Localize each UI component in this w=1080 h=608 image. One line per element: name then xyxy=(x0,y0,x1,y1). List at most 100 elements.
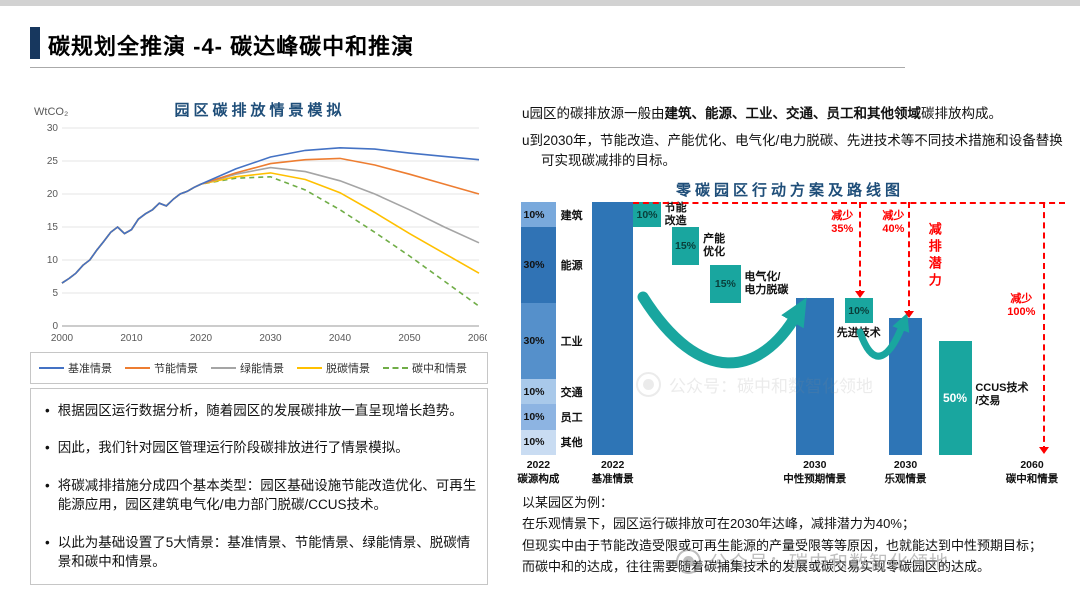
waterfall-step-label: 产能 优化 xyxy=(703,233,726,259)
svg-text:30: 30 xyxy=(47,123,59,134)
note-line: 但现实中由于节能改造受限或可再生能源的产量受限等等原因，也就能达到中性预期目标； xyxy=(522,537,1043,553)
roadmap-axis-label: 2060 碳中和情景 xyxy=(1005,459,1059,485)
bullet-text: 到2030年，节能改造、产能优化、电气化/电力脱碳、先进技术等不同技术措施和设备… xyxy=(529,133,1063,168)
svg-text:15: 15 xyxy=(47,222,59,233)
example-notes: 以某园区为例： 在乐观情景下，园区运行碳排放可在2030年达峰，减排潜力为40%… xyxy=(522,492,1072,578)
title-accent-bar xyxy=(30,27,40,59)
watermark-text: 公众号：碳中和数智化领地 xyxy=(669,377,873,396)
reduction-measures-bullet: u到2030年，节能改造、产能优化、电气化/电力脱碳、先进技术等不同技术措施和设… xyxy=(522,131,1067,170)
waterfall-step-label: 电气化/电力脱碳 xyxy=(744,271,789,297)
legend-label: 碳中和情景 xyxy=(412,363,467,375)
legend-label: 节能情景 xyxy=(154,363,198,375)
analysis-bullet: • 根据园区运行数据分析，随着园区的发展碳排放一直呈现增长趋势。 xyxy=(41,401,477,421)
roadmap-axis-label: 2030 乐观情景 xyxy=(884,459,927,485)
bullet-text-bold: 建筑、能源、工业、交通、员工和其他领域 xyxy=(664,106,922,121)
note-line: 以某园区为例： xyxy=(522,495,614,510)
svg-text:2060: 2060 xyxy=(468,333,487,344)
stack-segment-label: 建筑 xyxy=(560,209,583,222)
watermark-logo-icon xyxy=(636,372,661,397)
reduction-drop-arrow xyxy=(854,202,865,298)
roadmap-xlabels: 2022 碳源构成 2022 基准情景 2030 中性预期情景 2030 乐观情景 2060 碳中… xyxy=(515,459,1065,489)
measures-to-neutral-arrow xyxy=(637,291,807,369)
note-line: 在乐观情景下，园区运行碳排放可在2030年达峰，减排潜力为40%； xyxy=(522,516,915,532)
svg-text:2050: 2050 xyxy=(398,333,421,344)
stack-segment-label: 工业 xyxy=(560,336,583,349)
svg-text:2010: 2010 xyxy=(120,333,143,344)
stack-segment: 10% xyxy=(520,379,557,405)
legend-item: 基准情景 xyxy=(39,360,112,376)
reduction-label: 减少 35% xyxy=(831,209,854,235)
bullet-text: 园区的碳排放源一般由 xyxy=(529,106,665,121)
stack-segment-label: 能源 xyxy=(560,260,583,273)
roadmap-axis-label: 2022 碳源构成 xyxy=(517,459,560,485)
svg-text:2020: 2020 xyxy=(190,333,213,344)
reduction-drop-arrow xyxy=(904,202,915,318)
legend-swatch xyxy=(297,367,322,369)
waterfall-step-label: 先进技术 xyxy=(836,327,881,340)
bar-side-label: CCUS技术/交易 xyxy=(975,381,1029,408)
stack-segment: 30% xyxy=(520,303,557,380)
analysis-bullet: • 将碳减排措施分成四个基本类型：园区基础设施节能改造优化、可再生能源应用，园区… xyxy=(41,476,477,515)
bullet-marker: • xyxy=(45,477,50,493)
legend-swatch xyxy=(383,367,408,369)
slide-top-edge xyxy=(0,0,1080,6)
analysis-bullet: • 以此为基础设置了5大情景：基准情景、节能情景、绿能情景、脱碳情景和碳中和情景… xyxy=(41,533,477,572)
legend-item: 脱碳情景 xyxy=(297,360,370,376)
stack-segment-label: 交通 xyxy=(560,386,583,399)
stack-segment-label: 其他 xyxy=(560,437,583,450)
reduction-drop-arrow xyxy=(1039,202,1049,455)
watermark-logo-icon xyxy=(676,549,701,574)
roadmap-plot: 10% 建筑 30% 能源 30% 工业 10% 交通 10% 员工 10% 其他 50% CCUS技术 /… xyxy=(515,201,1065,455)
emission-chart-legend: 基准情景 节能情景 绿能情景 脱碳情景 碳中和情景 xyxy=(30,352,488,384)
emission-chart-title: 园区碳排放情景模拟 xyxy=(174,102,346,119)
waterfall-step: 10% xyxy=(845,298,873,324)
bullet-text: 因此，我们针对园区管理运行阶段碳排放进行了情景模拟。 xyxy=(57,440,409,456)
header-divider xyxy=(30,67,905,68)
bullet-marker: • xyxy=(45,534,50,550)
watermark-bottom: 公众号：碳中和数智化领地 xyxy=(676,548,949,575)
watermark-text: 公众号：碳中和数智化领地 xyxy=(709,553,950,574)
svg-text:5: 5 xyxy=(52,288,58,299)
reduction-label: 减少 40% xyxy=(882,209,905,235)
waterfall-step: 15% xyxy=(710,265,741,304)
stack-segment: 30% xyxy=(520,227,557,304)
bullet-text: 碳排放构成。 xyxy=(921,106,1003,121)
reduction-baseline-dashline xyxy=(633,202,1065,204)
legend-label: 脱碳情景 xyxy=(326,363,370,375)
svg-text:20: 20 xyxy=(47,189,59,200)
roadmap-bar xyxy=(889,318,922,455)
roadmap-chart-title: 零碳园区行动方案及路线图 xyxy=(675,182,904,199)
bullet-text: 以此为基础设置了5大情景：基准情景、节能情景、绿能情景、脱碳情景和碳中和情景。 xyxy=(57,534,471,570)
roadmap-bar xyxy=(592,202,634,455)
watermark-mid: 公众号：碳中和数智化领地 xyxy=(636,372,873,397)
y-axis-unit-label: WtCO₂ xyxy=(34,106,69,118)
legend-label: 绿能情景 xyxy=(240,363,284,375)
svg-text:2000: 2000 xyxy=(51,333,74,344)
waterfall-step: 10% xyxy=(633,202,661,228)
bullet-marker: • xyxy=(45,403,50,418)
emission-source-bullet: u园区的碳排放源一般由建筑、能源、工业、交通、员工和其他领域碳排放构成。 xyxy=(522,104,1067,124)
slide-title: 碳规划全推演 -4- 碳达峰碳中和推演 xyxy=(48,34,415,59)
legend-item: 绿能情景 xyxy=(211,360,284,376)
roadmap-axis-label: 2030 中性预期情景 xyxy=(783,459,847,485)
legend-label: 基准情景 xyxy=(68,363,112,375)
waterfall-step: 15% xyxy=(671,227,700,266)
legend-swatch xyxy=(39,367,64,369)
bullet-marker: • xyxy=(45,440,50,456)
bullet-prefix: u xyxy=(522,133,530,148)
legend-item: 碳中和情景 xyxy=(383,360,467,376)
svg-text:2030: 2030 xyxy=(259,333,282,344)
legend-item: 节能情景 xyxy=(125,360,198,376)
stack-segment-label: 员工 xyxy=(560,412,583,425)
note-line: 而碳中和的达成，往往需要随着碳捕集技术的发展或碳交易实现零碳园区的达成。 xyxy=(522,559,991,575)
bullet-prefix: u xyxy=(522,106,530,121)
analysis-bullet: • 因此，我们针对园区管理运行阶段碳排放进行了情景模拟。 xyxy=(41,438,477,458)
legend-swatch xyxy=(211,367,236,369)
svg-text:2040: 2040 xyxy=(329,333,352,344)
roadmap-axis-label: 2022 基准情景 xyxy=(591,459,634,485)
legend-swatch xyxy=(125,367,150,369)
roadmap-chart: 10% 建筑 30% 能源 30% 工业 10% 交通 10% 员工 10% 其他 50% CCUS技术 /… xyxy=(515,201,1065,490)
stack-segment: 10% xyxy=(520,202,557,228)
reduction-potential-label: 减排潜力 xyxy=(926,222,942,291)
bullet-text: 将碳减排措施分成四个基本类型：园区基础设施节能改造优化、可再生能源应用，园区建筑… xyxy=(57,477,477,513)
